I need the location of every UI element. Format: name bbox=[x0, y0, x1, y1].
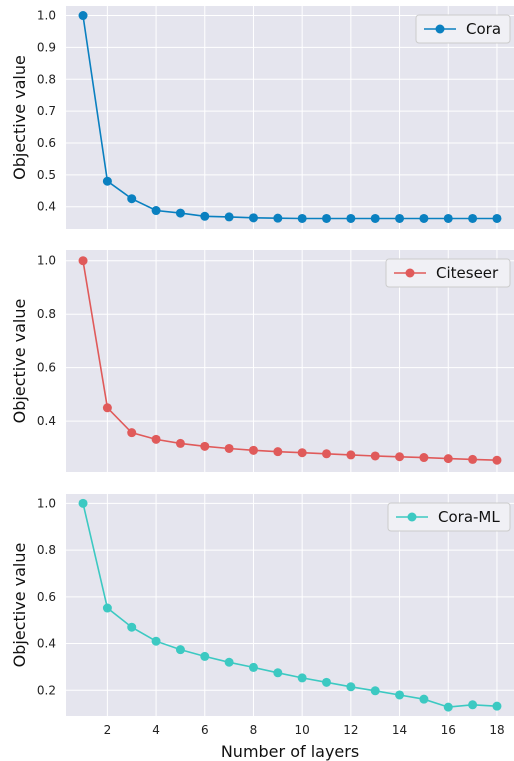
y-tick-label: 0.6 bbox=[37, 590, 56, 604]
data-point bbox=[248, 662, 258, 672]
y-tick-label: 0.7 bbox=[37, 104, 56, 118]
y-tick-label: 0.4 bbox=[37, 414, 56, 428]
data-point bbox=[151, 206, 161, 216]
data-point bbox=[102, 603, 112, 613]
y-tick-label: 0.9 bbox=[37, 40, 56, 54]
data-point bbox=[468, 454, 478, 464]
data-point bbox=[248, 213, 258, 223]
legend: Cora bbox=[415, 14, 511, 44]
legend-box bbox=[385, 258, 511, 288]
data-point bbox=[492, 701, 502, 711]
data-point bbox=[370, 686, 380, 696]
y-tick-label: 0.4 bbox=[37, 637, 56, 651]
x-tick-label: 8 bbox=[250, 723, 258, 737]
data-point bbox=[322, 677, 332, 687]
legend-box bbox=[415, 14, 511, 44]
data-point bbox=[224, 657, 234, 667]
x-tick-label: 16 bbox=[441, 723, 456, 737]
y-tick-label: 0.8 bbox=[37, 543, 56, 557]
data-point bbox=[346, 450, 356, 460]
data-point bbox=[395, 452, 405, 462]
data-point bbox=[395, 690, 405, 700]
y-tick-label: 0.2 bbox=[37, 683, 56, 697]
y-tick-label: 1.0 bbox=[37, 9, 56, 23]
data-point bbox=[273, 447, 283, 457]
data-point bbox=[151, 434, 161, 444]
data-point bbox=[224, 212, 234, 222]
data-point bbox=[297, 673, 307, 683]
y-axis-label: Objective value bbox=[10, 55, 29, 180]
data-point bbox=[151, 636, 161, 646]
data-point bbox=[200, 211, 210, 221]
data-point bbox=[346, 682, 356, 692]
data-point bbox=[175, 438, 185, 448]
data-point bbox=[370, 451, 380, 461]
data-point bbox=[395, 213, 405, 223]
x-tick-label: 6 bbox=[201, 723, 209, 737]
data-point bbox=[297, 448, 307, 458]
x-axis-label: Number of layers bbox=[221, 742, 359, 761]
data-point bbox=[419, 453, 429, 463]
legend-marker bbox=[435, 24, 445, 34]
chart-panel-2: 0.4 0.6 0.8 1.0 Objective value Citeseer bbox=[10, 250, 514, 472]
y-tick-label: 1.0 bbox=[37, 254, 56, 268]
y-tick-label: 0.6 bbox=[37, 136, 56, 150]
data-point bbox=[370, 213, 380, 223]
data-point bbox=[127, 622, 137, 632]
y-tick-label: 0.5 bbox=[37, 168, 56, 182]
x-tick-label: 10 bbox=[295, 723, 310, 737]
y-tick-label: 0.4 bbox=[37, 200, 56, 214]
data-point bbox=[175, 208, 185, 218]
data-point bbox=[443, 702, 453, 712]
data-point bbox=[248, 445, 258, 455]
y-tick-label: 0.8 bbox=[37, 307, 56, 321]
legend: Cora-ML bbox=[387, 502, 511, 532]
y-axis-label: Objective value bbox=[10, 299, 29, 424]
y-tick-label: 0.6 bbox=[37, 361, 56, 375]
data-point bbox=[322, 449, 332, 459]
data-point bbox=[200, 651, 210, 661]
chart-panel-3: 0.2 0.4 0.6 0.8 1.0 2 4 6 8 10 12 14 16 18 Objective v… bbox=[10, 494, 514, 761]
data-point bbox=[273, 213, 283, 223]
y-tick-label: 0.8 bbox=[37, 72, 56, 86]
x-tick-label: 2 bbox=[104, 723, 112, 737]
data-point bbox=[78, 11, 88, 21]
data-point bbox=[492, 455, 502, 465]
legend-label: Cora-ML bbox=[438, 508, 500, 526]
legend-box bbox=[387, 502, 511, 532]
x-tick-label: 14 bbox=[392, 723, 407, 737]
data-point bbox=[492, 213, 502, 223]
data-point bbox=[102, 403, 112, 413]
data-point bbox=[78, 256, 88, 266]
data-point bbox=[127, 194, 137, 204]
data-point bbox=[443, 213, 453, 223]
data-point bbox=[346, 213, 356, 223]
data-point bbox=[273, 668, 283, 678]
data-point bbox=[419, 213, 429, 223]
data-point bbox=[297, 213, 307, 223]
y-tick-label: 1.0 bbox=[37, 496, 56, 510]
data-point bbox=[443, 454, 453, 464]
legend-marker bbox=[405, 268, 415, 278]
chart-panel-1: 0.4 0.5 0.6 0.7 0.8 0.9 1.0 Objective value Cora bbox=[10, 6, 514, 229]
data-point bbox=[322, 213, 332, 223]
x-tick-label: 12 bbox=[343, 723, 358, 737]
legend-label: Citeseer bbox=[436, 264, 499, 282]
x-tick-label: 18 bbox=[489, 723, 504, 737]
y-axis-label: Objective value bbox=[10, 543, 29, 668]
data-point bbox=[127, 428, 137, 438]
data-point bbox=[224, 443, 234, 453]
legend-marker bbox=[407, 512, 417, 522]
legend-label: Cora bbox=[466, 20, 501, 38]
x-tick-label: 4 bbox=[152, 723, 160, 737]
legend: Citeseer bbox=[385, 258, 511, 288]
data-point bbox=[175, 645, 185, 655]
data-point bbox=[78, 498, 88, 508]
data-point bbox=[200, 441, 210, 451]
data-point bbox=[102, 176, 112, 186]
data-point bbox=[419, 694, 429, 704]
data-point bbox=[468, 213, 478, 223]
data-point bbox=[468, 700, 478, 710]
